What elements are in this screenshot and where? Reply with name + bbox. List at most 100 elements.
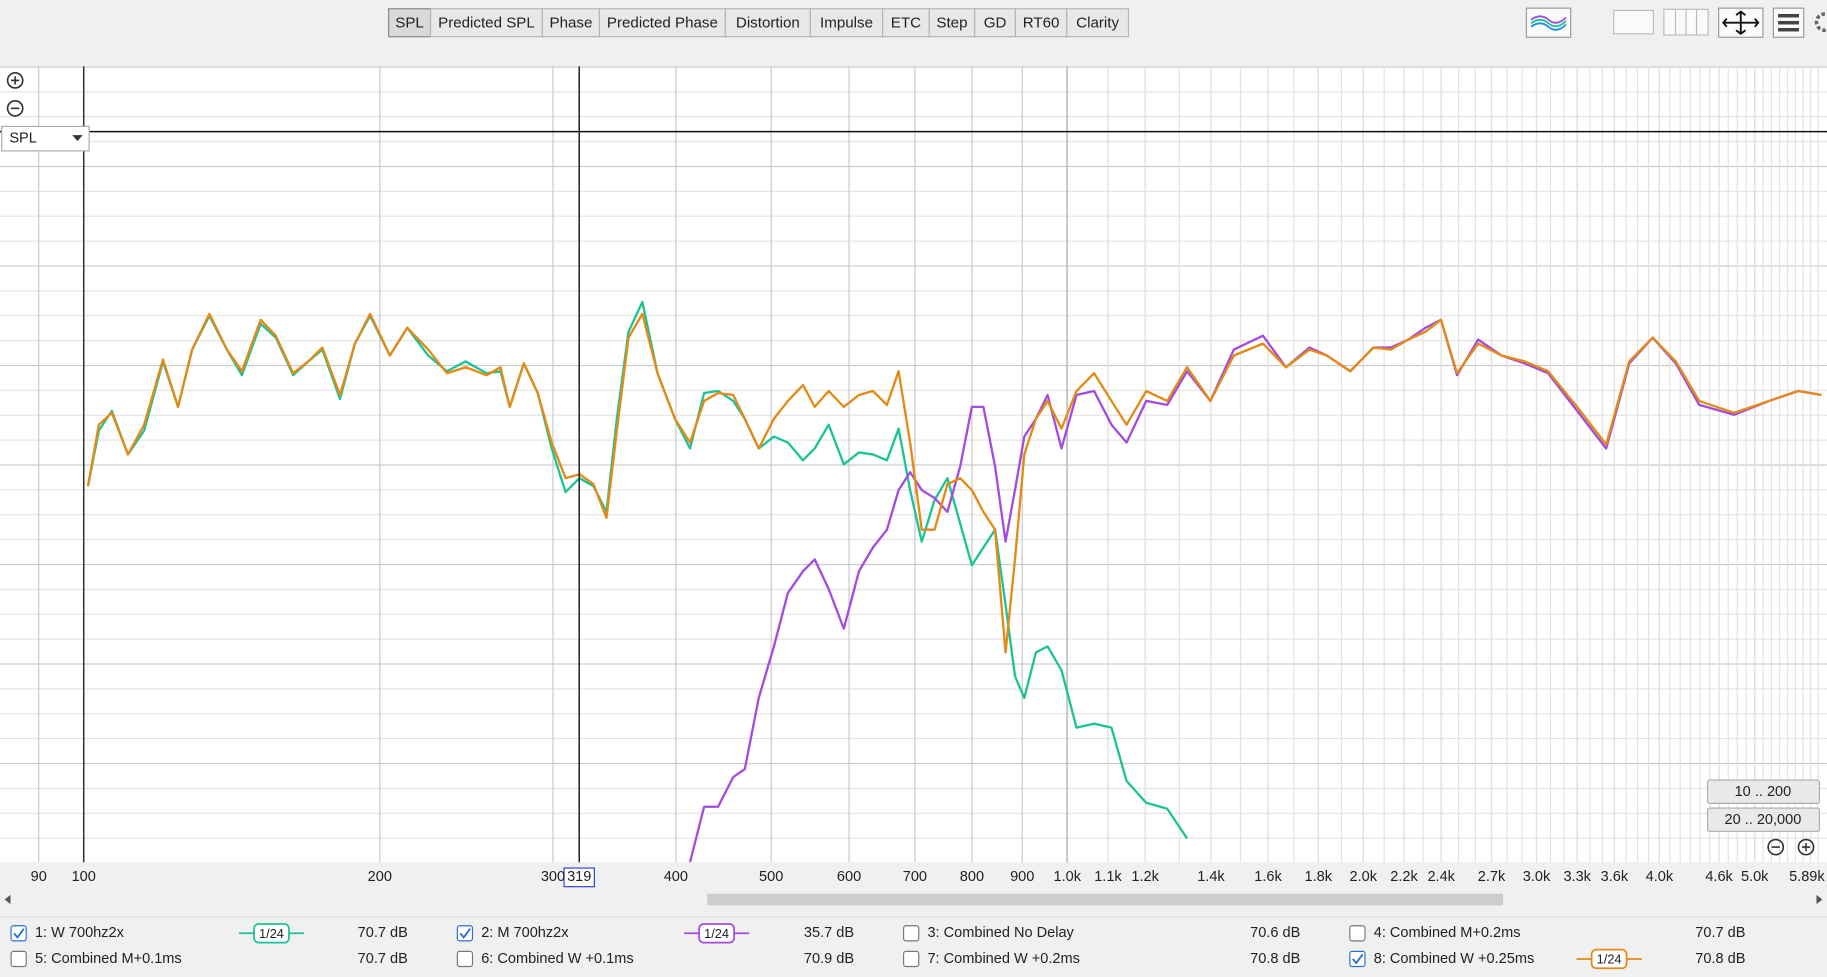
tab[interactable]: GD <box>974 8 1017 38</box>
checkbox[interactable] <box>903 950 920 968</box>
tab[interactable]: RT60 <box>1014 8 1068 38</box>
x-tick-label: 90 <box>31 869 47 885</box>
smoothing-label: 1/24 <box>259 926 284 941</box>
series-line <box>688 318 1822 863</box>
x-tick-label: 3.0k <box>1523 869 1551 885</box>
vertical-grid <box>38 66 1819 863</box>
graph-selector-text: SPL <box>9 130 37 146</box>
measurement-item: 6: Combined W +0.1ms 70.9 dB <box>456 950 854 968</box>
measurement-readout: 70.7 dB <box>358 951 408 967</box>
columns-icon[interactable] <box>1663 8 1709 36</box>
measurement-name: 3: Combined No Delay <box>927 925 1074 941</box>
tab-background <box>974 8 1017 38</box>
tab-background <box>1066 8 1130 38</box>
tab-label: ETC <box>891 14 921 31</box>
tab[interactable]: SPL <box>388 8 432 38</box>
checkbox-box <box>1349 950 1366 968</box>
measurement-name: 8: Combined W +0.25ms <box>1374 951 1535 967</box>
tab[interactable]: ETC <box>882 8 930 38</box>
tab-background <box>598 8 726 38</box>
tab-background <box>429 8 543 38</box>
checkbox-box <box>903 950 920 968</box>
range-button-text: 10 .. 200 <box>1735 784 1792 800</box>
tab[interactable]: Predicted SPL <box>429 8 543 38</box>
smoothing-button[interactable]: 1/24 <box>683 923 750 944</box>
x-tick-label: 3.3k <box>1563 869 1591 885</box>
zoom-out-button[interactable] <box>6 99 24 117</box>
x-tick-label: 1.0k <box>1053 869 1081 885</box>
x-tick-label: 1.2k <box>1131 869 1159 885</box>
x-tick-label: 300 <box>541 869 565 885</box>
x-tick-label: 800 <box>960 869 984 885</box>
tab[interactable]: Predicted Phase <box>598 8 726 38</box>
menu-icon[interactable] <box>1772 7 1805 38</box>
checkbox-box <box>10 950 27 968</box>
checkbox[interactable] <box>903 925 920 942</box>
window-icon[interactable] <box>1613 9 1654 35</box>
checkbox[interactable] <box>10 925 27 942</box>
measurement-name: 7: Combined W +0.2ms <box>927 951 1079 967</box>
checkbox[interactable] <box>456 950 474 968</box>
checkbox[interactable] <box>1349 925 1366 942</box>
checkbox-check <box>1352 953 1364 965</box>
tab-label: Step <box>936 14 967 31</box>
toolbar: SPL Predicted SPL Phase Predicted Phase Dist… <box>388 8 1130 38</box>
measurement-name: 2: M 700hz2x <box>481 925 569 941</box>
checkbox-box <box>10 925 27 942</box>
x-tick-label: 5.89k <box>1789 869 1825 885</box>
settings-icon[interactable] <box>1814 12 1827 33</box>
x-tick-label: 400 <box>664 869 688 885</box>
cursor-label-box <box>563 867 595 888</box>
measurement-item: 3: Combined No Delay 70.6 dB <box>903 925 1300 942</box>
checkbox[interactable] <box>456 925 474 942</box>
x-tick-label: 2.4k <box>1427 869 1455 885</box>
tab[interactable]: Phase <box>541 8 601 38</box>
x-tick-label: 1.6k <box>1254 869 1282 885</box>
smoothing-button[interactable]: 1/24 <box>238 923 305 944</box>
tab[interactable]: Step <box>928 8 976 38</box>
scroll-thumb[interactable] <box>707 893 1504 906</box>
zoom-in-button[interactable] <box>6 72 24 89</box>
x-tick-label: 1.4k <box>1197 869 1225 885</box>
smoothing-label: 1/24 <box>1597 951 1622 966</box>
tab[interactable]: Distortion <box>724 8 811 38</box>
measurement-name: 6: Combined W +0.1ms <box>481 951 633 967</box>
measurement-name: 4: Combined M+0.2ms <box>1374 925 1521 941</box>
x-tick-label: 1.8k <box>1305 869 1333 885</box>
measurement-name: 1: W 700hz2x <box>35 925 125 941</box>
tab[interactable]: Clarity <box>1066 8 1130 38</box>
measurement-readout: 70.7 dB <box>358 925 408 941</box>
pan-icon[interactable] <box>1718 7 1764 38</box>
tab-label: SPL <box>395 14 424 31</box>
x-tick-label: 100 <box>72 869 96 885</box>
scrollbar[interactable] <box>0 891 1827 908</box>
checkbox-box <box>903 925 920 942</box>
range-button[interactable]: 20 .. 20,000 <box>1706 807 1821 832</box>
measurement-name: 5: Combined M+0.1ms <box>35 951 182 967</box>
tab-label: Clarity <box>1076 14 1119 31</box>
x-tick-label: 2.0k <box>1350 869 1378 885</box>
checkbox-box <box>456 925 474 942</box>
overlay-icon[interactable] <box>1525 7 1572 38</box>
x-tick-label: 4.6k <box>1705 869 1733 885</box>
tab[interactable]: Impulse <box>809 8 884 38</box>
x-zoom-out-button[interactable] <box>1767 838 1785 856</box>
smoothing-label: 1/24 <box>704 926 729 941</box>
range-button[interactable]: 10 .. 200 <box>1706 779 1821 804</box>
checkbox[interactable] <box>10 950 27 968</box>
tab-label: Impulse <box>820 14 873 31</box>
x-tick-label: 700 <box>903 869 927 885</box>
x-axis: 90 100 200 300 400 500 600 700 800 900 1.0k 1.1k 1.2… <box>31 869 1826 885</box>
x-tick-label: 2.2k <box>1390 869 1418 885</box>
x-zoom-in-button[interactable] <box>1797 838 1815 856</box>
smoothing-button[interactable]: 1/24 <box>1576 948 1642 970</box>
measurement-list: 1: W 700hz2x 70.7 dB 1/24 2: M 700hz2x 35.7 … <box>10 923 1745 970</box>
smoothing-box <box>1590 948 1628 970</box>
cursor: 319 <box>563 66 595 888</box>
tab-label: RT60 <box>1023 14 1060 31</box>
tab-label: GD <box>984 14 1007 31</box>
checkbox[interactable] <box>1349 950 1366 968</box>
measurement-readout: 70.7 dB <box>1695 925 1745 941</box>
x-tick-label: 4.0k <box>1646 869 1674 885</box>
graph-selector[interactable]: SPL <box>1 125 90 152</box>
